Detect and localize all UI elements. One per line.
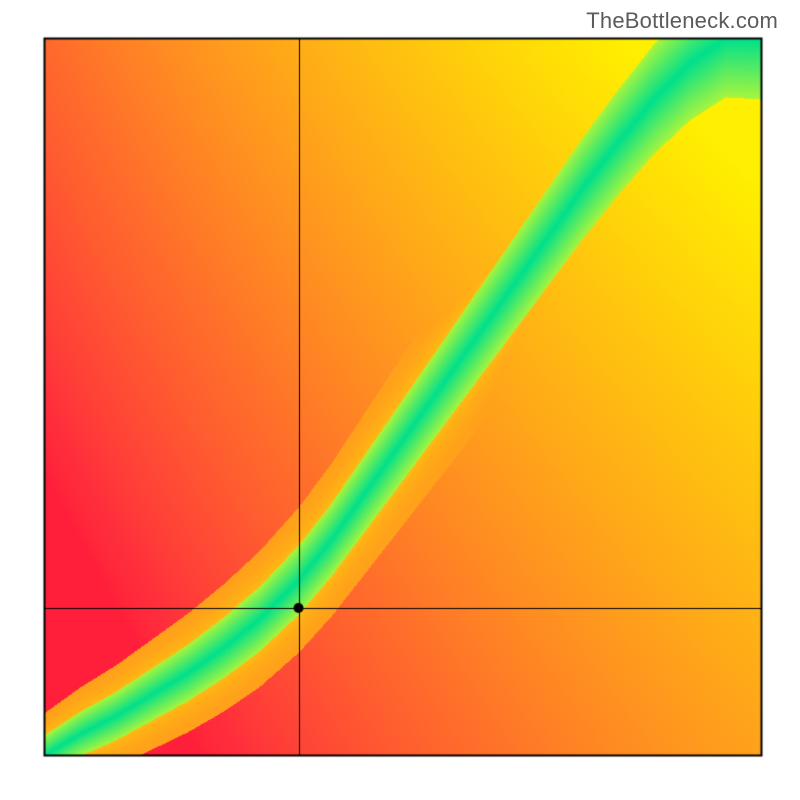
watermark-text: TheBottleneck.com xyxy=(586,8,778,34)
chart-container: TheBottleneck.com xyxy=(0,0,800,800)
heatmap-canvas xyxy=(0,0,800,800)
